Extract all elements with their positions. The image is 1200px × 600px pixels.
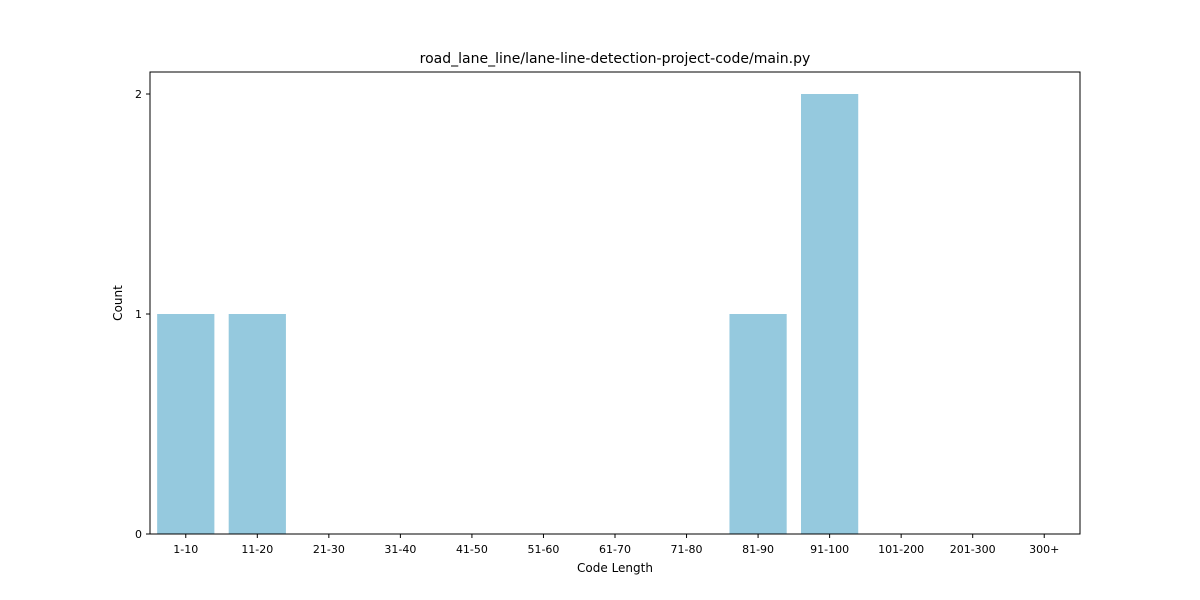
- x-tick-label: 31-40: [384, 543, 416, 556]
- y-axis: 0 1 2: [135, 88, 150, 541]
- x-tick-label: 61-70: [599, 543, 631, 556]
- x-tick-label: 51-60: [527, 543, 559, 556]
- bar-81-90: [729, 314, 787, 534]
- x-tick-label: 21-30: [313, 543, 345, 556]
- x-tick-label: 1-10: [173, 543, 198, 556]
- x-tick-label: 201-300: [950, 543, 996, 556]
- y-tick-label: 0: [135, 528, 142, 541]
- x-axis-label: Code Length: [577, 561, 653, 575]
- bars-group: [157, 94, 859, 534]
- chart-title: road_lane_line/lane-line-detection-proje…: [420, 51, 811, 67]
- x-tick-label: 300+: [1029, 543, 1059, 556]
- x-tick-label: 91-100: [810, 543, 849, 556]
- bar-1-10: [157, 314, 215, 534]
- y-tick-label: 1: [135, 308, 142, 321]
- x-tick-label: 71-80: [671, 543, 703, 556]
- x-tick-label: 41-50: [456, 543, 488, 556]
- y-axis-label: Count: [111, 285, 125, 321]
- x-tick-label: 81-90: [742, 543, 774, 556]
- y-tick-label: 2: [135, 88, 142, 101]
- bar-11-20: [228, 314, 286, 534]
- bar-91-100: [801, 94, 859, 534]
- x-tick-label: 101-200: [878, 543, 924, 556]
- x-tick-label: 11-20: [241, 543, 273, 556]
- x-axis: 1-10 11-20 21-30 31-40 41-50 51-60 61-70 71-80 8…: [173, 534, 1059, 556]
- plot-frame: [149, 71, 1081, 535]
